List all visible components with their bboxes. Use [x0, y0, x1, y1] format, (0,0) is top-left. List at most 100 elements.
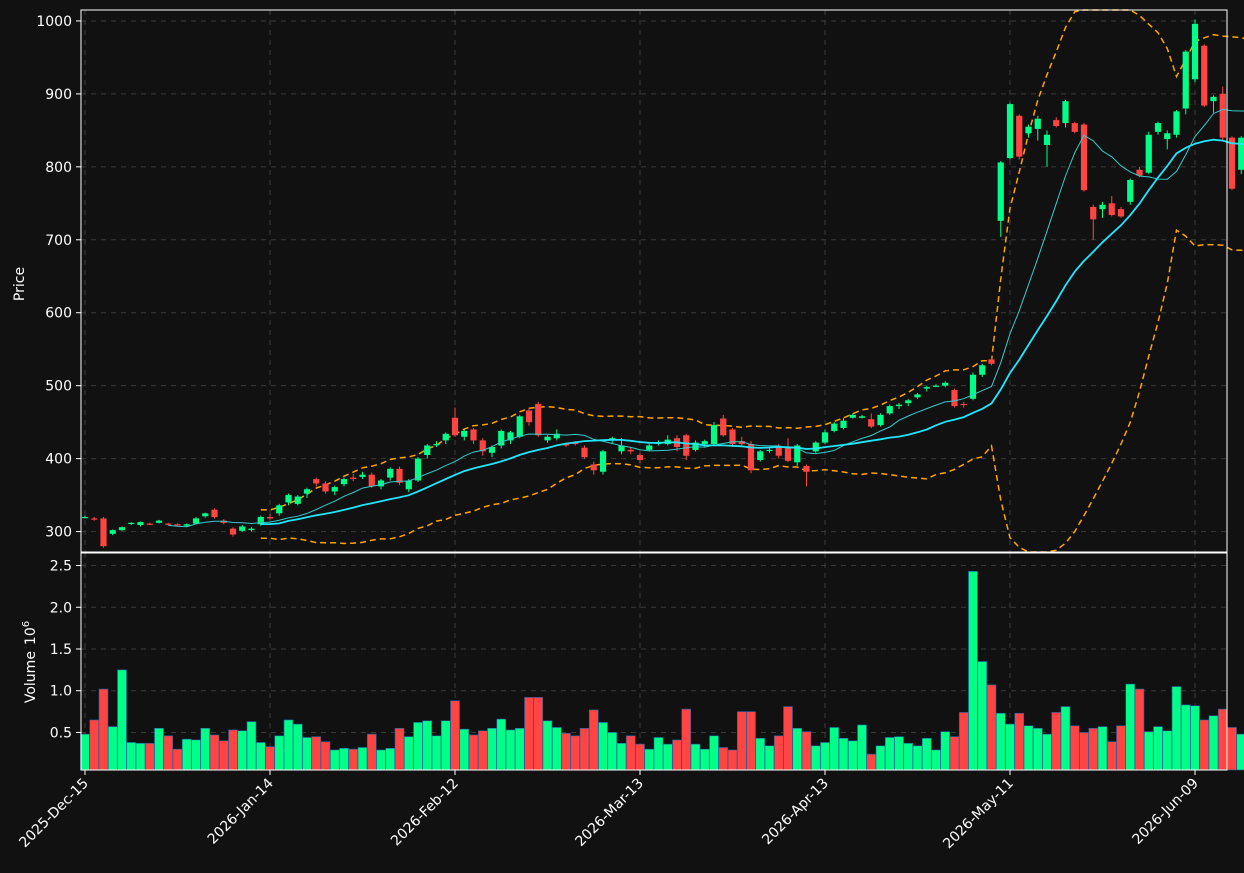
volume-bar	[376, 749, 386, 771]
candle-body	[1034, 118, 1041, 129]
volume-bar	[616, 742, 627, 771]
candle-body	[627, 449, 634, 452]
candle-body	[969, 374, 977, 399]
candle-body	[553, 433, 560, 439]
candle-body	[1062, 101, 1069, 124]
volume-bar	[884, 737, 895, 771]
candle-body	[590, 464, 597, 471]
candle-body	[1164, 133, 1171, 140]
candle-body	[1228, 137, 1236, 189]
volume-bar	[783, 706, 793, 771]
candle-body	[377, 480, 385, 487]
volume-bar	[144, 742, 155, 771]
volume-bar	[255, 742, 266, 771]
candle-body	[424, 445, 431, 455]
candle-body	[155, 520, 163, 523]
candle-body	[803, 465, 810, 472]
volume-bar	[459, 728, 470, 771]
candle-body	[1043, 134, 1051, 145]
volume-bar	[302, 737, 312, 771]
candle-body	[414, 458, 422, 481]
volume-bar	[283, 719, 294, 771]
candle-body	[1053, 120, 1060, 126]
moving-averages	[168, 108, 1244, 528]
volume-bar	[172, 748, 183, 771]
price-tick-label: 1000	[36, 14, 72, 30]
candle-body	[165, 523, 172, 525]
volume-bar	[829, 727, 840, 771]
volume-bar	[903, 742, 914, 771]
candle-body	[359, 474, 366, 477]
volume-bar	[949, 736, 960, 771]
candle-body	[1090, 206, 1097, 220]
candle-body	[285, 495, 292, 503]
candle-body	[192, 518, 200, 524]
price-panel-border	[80, 9, 1228, 553]
volume-bar	[820, 742, 830, 771]
candle-body	[581, 447, 588, 458]
volume-bar	[274, 735, 285, 771]
candle-body	[488, 446, 496, 453]
volume-bar	[191, 739, 201, 771]
candle-body	[535, 403, 542, 436]
volume-bar	[986, 684, 997, 771]
volume-bar	[1162, 730, 1173, 771]
volume-bar	[1190, 705, 1200, 771]
volume-tick-label: 0.5	[50, 725, 72, 741]
volume-bar	[320, 741, 331, 771]
volume-bar	[681, 708, 692, 771]
candle-body	[701, 441, 708, 445]
volume-bar	[1208, 715, 1219, 771]
price-tick-label: 600	[45, 306, 72, 322]
volume-bar	[1171, 686, 1182, 771]
candle-body	[322, 483, 329, 492]
candle-body	[396, 468, 403, 483]
candle-body	[1006, 104, 1014, 159]
volume-bar	[468, 734, 479, 771]
volume-bar	[394, 727, 405, 771]
candle-body	[821, 432, 829, 443]
candle-body	[525, 410, 533, 423]
volume-bar	[977, 661, 988, 771]
candle-body	[266, 516, 274, 519]
candle-body	[202, 513, 209, 517]
candle-body	[988, 359, 995, 364]
candle-body	[895, 404, 903, 407]
candle-body	[1201, 45, 1208, 106]
candle-body	[146, 523, 153, 525]
volume-bar	[181, 738, 192, 771]
candle-body	[960, 403, 967, 406]
volume-bar	[450, 700, 460, 771]
volume-bar	[792, 727, 803, 771]
volume-bar	[422, 720, 433, 771]
volume-bar	[1143, 731, 1154, 771]
candle-body	[849, 414, 856, 418]
volume-bar	[413, 722, 423, 771]
volume-bar	[561, 732, 571, 771]
volume-bar	[1079, 732, 1089, 771]
volume-bar	[931, 749, 941, 771]
volume-bar	[514, 727, 525, 771]
candle-body	[229, 528, 237, 535]
candle-body	[794, 445, 801, 463]
volume-bar	[709, 735, 719, 771]
volume-panel: 0.5 1.0 1.5 2.0 2.5 Volume 106	[21, 552, 1244, 771]
volume-bar	[653, 737, 664, 771]
volume-bar	[329, 749, 340, 771]
candle-body	[858, 416, 866, 418]
candle-body	[1238, 137, 1244, 170]
volume-bar	[477, 730, 488, 771]
price-tick-label: 900	[45, 87, 72, 103]
candle-body	[507, 432, 514, 441]
candle-body	[248, 528, 255, 531]
price-y-ticks: 300 400 500 600 700 800 900 1000	[36, 14, 81, 541]
volume-bar	[524, 697, 534, 771]
volume-bar	[292, 723, 303, 771]
volume-bar	[690, 743, 701, 771]
candle-body	[405, 480, 412, 490]
candle-body	[516, 416, 523, 437]
volume-bar	[154, 727, 164, 771]
volume-bar	[542, 720, 553, 771]
volume-bar	[487, 727, 497, 771]
volume-bar	[237, 730, 248, 771]
